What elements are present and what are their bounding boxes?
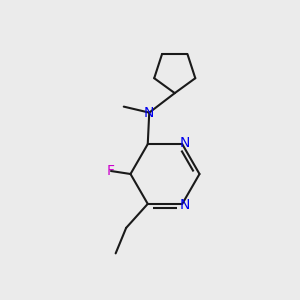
Text: N: N — [179, 136, 190, 150]
Text: N: N — [179, 198, 190, 212]
Text: F: F — [107, 164, 115, 178]
Text: N: N — [144, 106, 154, 120]
